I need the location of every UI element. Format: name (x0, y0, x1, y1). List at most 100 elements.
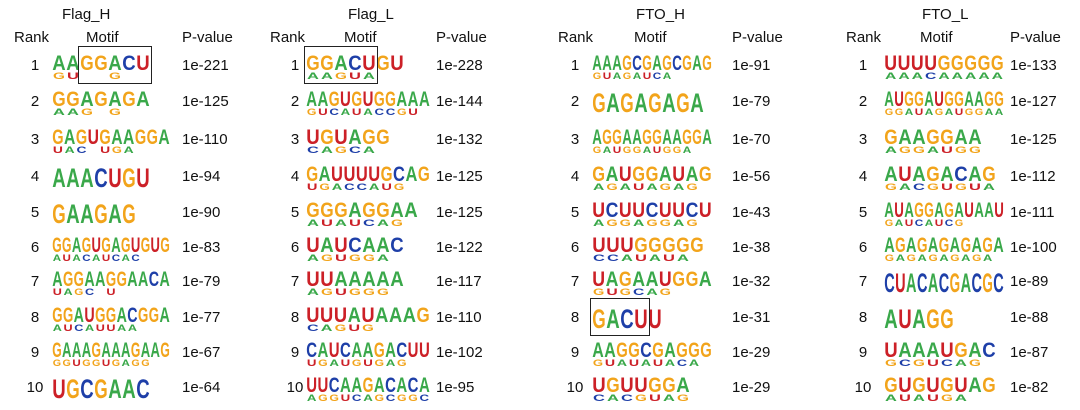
motif-letter: A (924, 88, 934, 111)
motif-minor-letter: G (972, 253, 981, 263)
motif-letter: A (320, 234, 333, 257)
motif-minor-letter: U (905, 218, 914, 228)
motif-letter: U (672, 199, 685, 222)
motif-letter: G (662, 374, 675, 397)
motif-minor-letter: G (112, 358, 120, 368)
motif-minor-letter: C (357, 182, 368, 192)
motif-letter: A (884, 163, 897, 186)
motif-letter: G (682, 52, 692, 75)
motif-letter: U (356, 163, 368, 186)
motif-letter: G (606, 374, 619, 397)
rank-label: 1 (30, 57, 40, 74)
motif-letter: C (982, 339, 995, 362)
motif-letter: A (52, 52, 65, 75)
motif-letter: G (320, 126, 333, 149)
motif-minor-letter: A (593, 218, 605, 228)
p-value: 1e-122 (436, 239, 483, 256)
p-value: 1e-95 (436, 379, 475, 396)
motif-minor-letter: C (344, 182, 355, 192)
motif-minor-letter: A (620, 182, 632, 192)
motif-letter: A (136, 88, 149, 111)
motif-letter: A (606, 88, 619, 118)
motif-minor-letter: U (106, 323, 115, 333)
rank-label: 6 (858, 239, 868, 256)
motif-minor-letter: U (53, 287, 62, 297)
motif-letter: A (111, 339, 120, 362)
motif-minor-letter: A (621, 253, 634, 263)
motif-letter: G (131, 339, 140, 362)
motif-minor-letter: G (660, 182, 671, 192)
motif-minor-letter: G (397, 107, 407, 117)
motif-minor-letter: G (941, 393, 953, 403)
motif-minor-letter: G (53, 71, 65, 81)
motif-letter: U (151, 234, 160, 257)
motif-letter: G (676, 88, 689, 118)
motif-letter: G (52, 126, 63, 149)
motif-letter: G (52, 304, 62, 327)
motif-minor-letter: A (377, 253, 390, 263)
motif-header: Motif (634, 29, 667, 46)
motif-letter: A (954, 126, 967, 149)
motif-letter: A (622, 126, 632, 149)
p-value: 1e-132 (436, 131, 483, 148)
motif-letter: G (646, 163, 659, 186)
motif-letter: U (619, 163, 632, 186)
motif-letter: G (662, 234, 675, 257)
motif-letter: C (149, 268, 159, 291)
motif-letter: G (632, 163, 645, 186)
pvalue-header: P-value (436, 29, 487, 46)
motif-letter: C (632, 52, 642, 75)
panel-fto-l: FTO_L Rank Motif P-value 1 U A U A U A U C G A G A G A G A G A… (836, 0, 1080, 410)
motif-letter: A (884, 234, 894, 257)
motif-minor-letter: C (374, 107, 384, 117)
motif-letter: G (138, 304, 148, 327)
rank-label: 10 (566, 379, 584, 396)
motif-minor-letter: G (965, 107, 974, 117)
motif-letter: G (940, 304, 953, 334)
motif-minor-letter: G (955, 182, 967, 192)
motif-minor-letter: G (686, 182, 697, 192)
motif-letter: A (662, 126, 672, 149)
motif-letter: U (334, 126, 347, 149)
motif-letter: G (938, 52, 951, 75)
motif-letter: G (914, 199, 924, 222)
motif-minor-letter: C (899, 358, 912, 368)
motif-minor-letter: G (913, 145, 925, 155)
motif-letter: G (620, 88, 633, 118)
motif-letter: G (122, 88, 135, 111)
motif-letter: G (652, 339, 664, 362)
motif-letter: G (376, 52, 389, 75)
rank-label: 6 (570, 239, 580, 256)
motif-letter: G (912, 374, 925, 397)
motif-minor-letter: C (621, 393, 634, 403)
motif-letter: A (101, 339, 110, 362)
motif-minor-letter: C (307, 323, 320, 333)
motif-letter: G (94, 374, 107, 404)
p-value: 1e-29 (732, 379, 771, 396)
motif-letter: A (376, 268, 389, 291)
motif-minor-letter: A (369, 182, 380, 192)
motif-letter: A (64, 126, 75, 149)
motif-letter: G (648, 88, 661, 118)
motif-letter: G (160, 234, 169, 257)
motif-letter: U (592, 234, 605, 257)
motif-minor-letter: A (613, 71, 622, 81)
motif-letter: G (634, 234, 647, 257)
motif-letter: G (642, 52, 652, 75)
rank-label: 7 (570, 273, 580, 290)
p-value: 1e-64 (182, 379, 221, 396)
motif-minor-letter: G (391, 218, 403, 228)
motif-letter: A (928, 234, 938, 257)
motif-letter: G (662, 52, 672, 75)
motif-minor-letter: A (925, 107, 934, 117)
motif-minor-letter: A (53, 323, 63, 333)
motif-letter: U (926, 374, 939, 397)
motif-letter: A (662, 88, 675, 118)
motif-letter: A (317, 88, 328, 111)
motif-letter: A (912, 163, 925, 186)
